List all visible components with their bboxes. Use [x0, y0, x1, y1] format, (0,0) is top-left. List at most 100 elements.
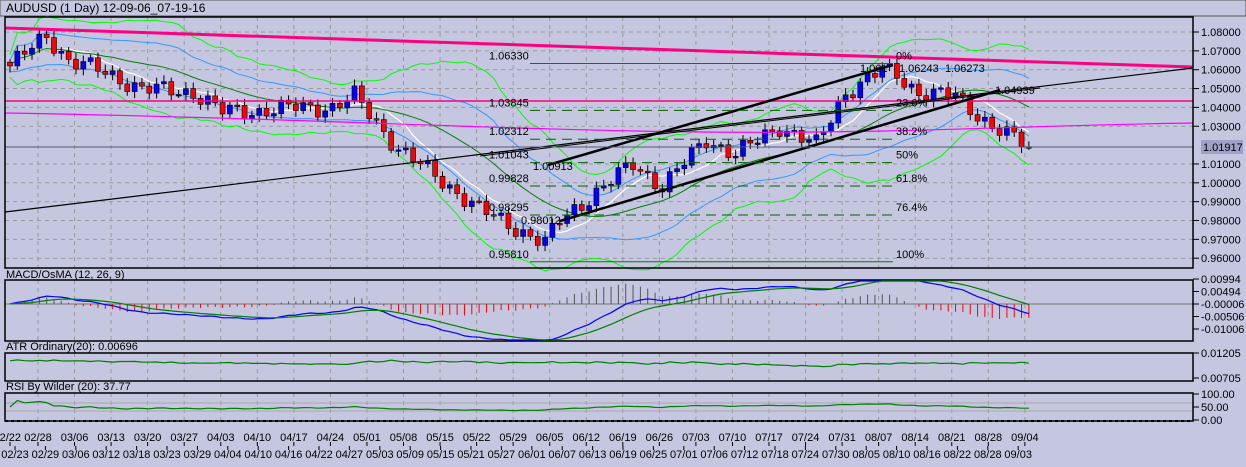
bullish-candle — [14, 50, 21, 67]
x-tick-label-top: 08/14 — [901, 432, 929, 444]
x-tick-label-top: 05/08 — [390, 432, 418, 444]
bearish-candle — [652, 172, 658, 189]
price-panel — [4, 16, 1194, 269]
bearish-candle — [703, 143, 710, 149]
bearish-candle — [894, 63, 900, 79]
bullish-candle — [153, 83, 160, 94]
x-tick-label-top: 07/24 — [792, 432, 820, 444]
macd-title: MACD/OsMA (12, 26, 9) — [6, 269, 125, 281]
fib-percent-label: 61.8% — [896, 173, 927, 185]
bearish-candle — [381, 119, 387, 132]
y-tick-label: 1.06000 — [1201, 65, 1241, 77]
bearish-candle — [490, 214, 497, 217]
bullish-candle — [622, 162, 629, 168]
x-tick-label-bottom: 04/10 — [244, 449, 272, 461]
x-tick-label-bottom: 07/30 — [822, 449, 850, 461]
x-tick-label-bottom: 06/19 — [609, 449, 637, 461]
x-tick-label-bottom: 05/15 — [427, 449, 455, 461]
x-tick-label-top: 06/19 — [609, 432, 637, 444]
x-tick-label-bottom: 04/27 — [336, 449, 364, 461]
bearish-candle — [512, 228, 519, 237]
bullish-candle — [696, 143, 702, 148]
bullish-candle — [36, 33, 43, 49]
drawing-tools[interactable] — [4, 26, 1194, 223]
resistance-line[interactable] — [4, 26, 1194, 69]
channel-lower-line[interactable] — [559, 88, 1001, 223]
bullish-candle — [857, 81, 864, 99]
bearish-candle — [212, 95, 219, 103]
thin-trend-line[interactable] — [479, 87, 1041, 157]
fib-price-label: 0.95810 — [489, 249, 529, 261]
bullish-candle — [183, 88, 189, 95]
bearish-candle — [307, 102, 314, 106]
macd-panel — [4, 279, 1194, 342]
fib-percent-label: 38.2% — [896, 126, 927, 138]
bearish-candle — [967, 95, 974, 115]
indicator-tick-label: 0.01205 — [1201, 348, 1241, 360]
x-tick-label-bottom: 06/01 — [518, 449, 546, 461]
x-tick-label-top: 07/03 — [682, 432, 710, 444]
bearish-candle — [644, 170, 651, 173]
bullish-candle — [982, 116, 988, 122]
x-tick-label-bottom: 06/25 — [640, 449, 668, 461]
x-tick-label-bottom: 03/18 — [123, 449, 151, 461]
bullish-candle — [351, 85, 358, 102]
bearish-candle — [776, 130, 783, 137]
bearish-candle — [65, 51, 72, 60]
bearish-candle — [168, 81, 175, 96]
bearish-candle — [293, 103, 299, 111]
bearish-candle — [51, 37, 57, 54]
rsi-title: RSI By Wilder (20): 37.77 — [6, 381, 131, 393]
bullish-candle — [131, 82, 138, 92]
bearish-candle — [534, 236, 541, 246]
bullish-candle — [718, 144, 724, 147]
bearish-candle — [285, 99, 292, 105]
bullish-candle — [520, 229, 526, 237]
y-tick-label: 1.08000 — [1201, 27, 1241, 39]
bearish-candle — [945, 87, 952, 99]
x-tick-label-top: 2/22 — [0, 432, 21, 444]
bearish-candle — [725, 144, 732, 158]
x-tick-label-bottom: 07/24 — [792, 449, 820, 461]
channel-upper-line[interactable] — [547, 63, 894, 167]
slow-moving-average — [9, 47, 1030, 218]
bullish-candle — [161, 81, 167, 85]
x-tick-label-bottom: 07/12 — [731, 449, 759, 461]
bullish-candle — [227, 104, 233, 115]
bearish-candle — [901, 78, 908, 88]
upper-outer-band — [9, 15, 1030, 176]
x-tick-label-bottom: 02/29 — [32, 449, 60, 461]
bearish-candle — [146, 85, 153, 94]
channel-start-label: 1.00913 — [533, 161, 573, 173]
y-tick-label: 1.04000 — [1201, 102, 1241, 114]
bearish-candle — [359, 85, 365, 103]
bullish-candle — [754, 142, 761, 145]
bullish-candle — [249, 115, 255, 119]
x-tick-label-bottom: 08/16 — [913, 449, 941, 461]
x-tick-label-top: 05/01 — [353, 432, 381, 444]
x-tick-label-bottom: 05/03 — [366, 449, 394, 461]
bearish-candle — [234, 104, 241, 107]
fibonacci-retracement[interactable]: 1.06330 0% 1.03845 23.6% 1.02312 38.2% 1.01043… — [489, 50, 927, 263]
bearish-candle — [505, 212, 512, 229]
bullish-candle — [784, 131, 790, 137]
bullish-candle — [666, 171, 673, 193]
x-tick-label-bottom: 06/07 — [548, 449, 576, 461]
x-tick-label-bottom: 09/03 — [1004, 449, 1032, 461]
title-bar — [0, 0, 1246, 17]
x-tick-label-bottom: 02/23 — [1, 449, 29, 461]
bullish-candle — [205, 95, 211, 105]
bullish-candle — [175, 94, 182, 97]
x-tick-label-top: 05/22 — [463, 432, 491, 444]
rsi-line — [9, 399, 1029, 412]
indicator-tick-label: 0.00994 — [1201, 274, 1241, 286]
fib-percent-label: 0% — [896, 50, 912, 62]
bearish-candle — [996, 128, 1003, 136]
bearish-candle — [139, 82, 145, 87]
indicator-tick-label: -0.00506 — [1201, 312, 1244, 324]
y-tick-label: 0.97000 — [1201, 234, 1241, 246]
y-tick-label: 1.01000 — [1201, 159, 1241, 171]
x-tick-label-top: 02/28 — [24, 432, 52, 444]
bearish-candle — [637, 169, 644, 172]
